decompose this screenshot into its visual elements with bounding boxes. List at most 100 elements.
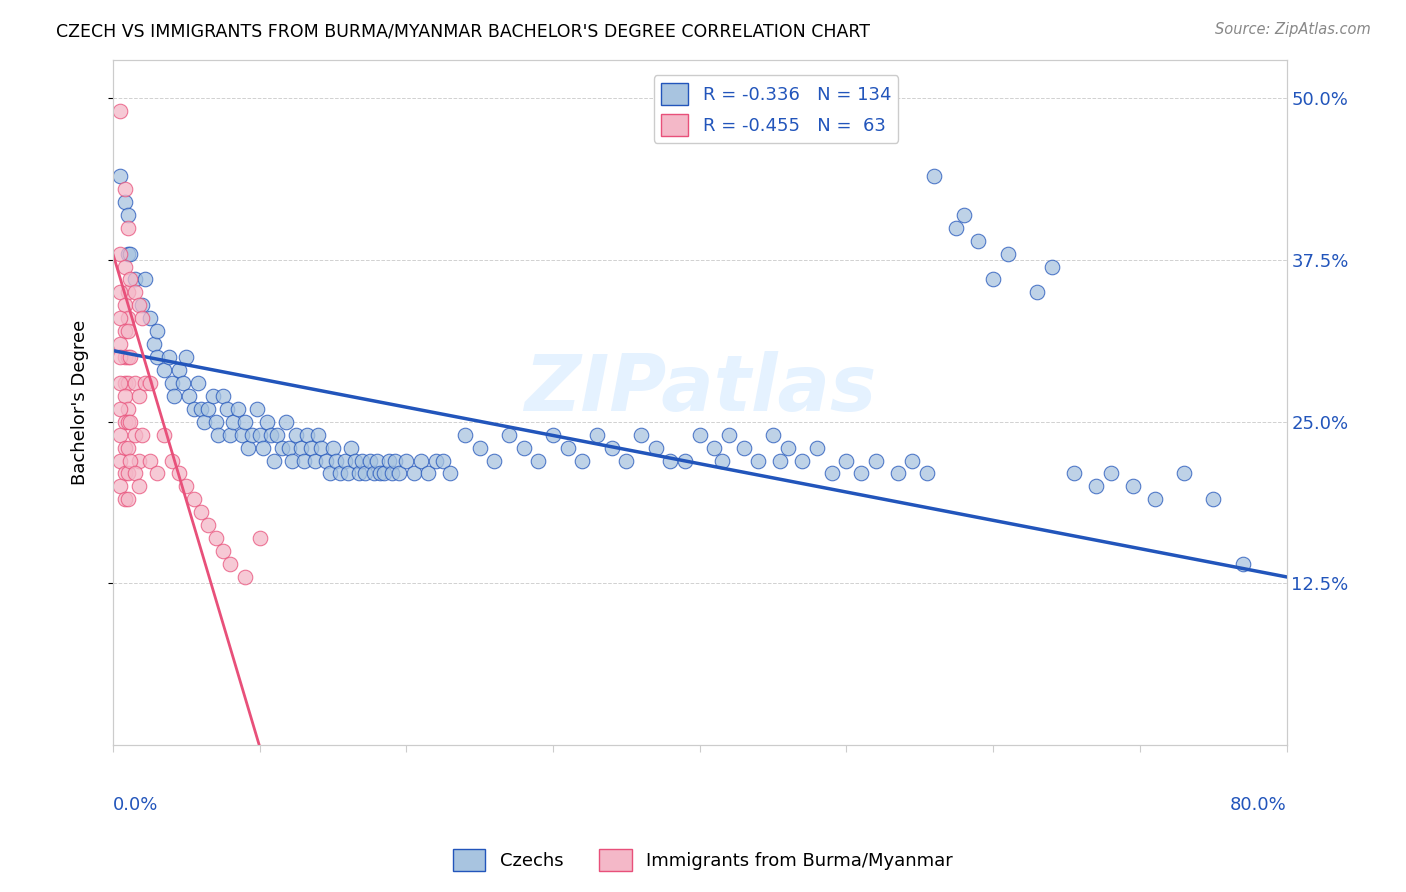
Immigrants from Burma/Myanmar <box>114 389 136 403</box>
Immigrants from Burma/Myanmar <box>108 376 131 390</box>
Czechs <box>352 453 374 467</box>
Immigrants from Burma/Myanmar <box>249 531 271 545</box>
Czechs <box>454 427 477 442</box>
Czechs <box>1202 492 1225 507</box>
Immigrants from Burma/Myanmar <box>108 337 131 351</box>
Czechs <box>762 427 785 442</box>
Czechs <box>498 427 520 442</box>
Czechs <box>295 427 318 442</box>
Text: 0.0%: 0.0% <box>112 797 159 814</box>
Immigrants from Burma/Myanmar <box>138 376 160 390</box>
Czechs <box>484 453 506 467</box>
Czechs <box>274 415 297 429</box>
Czechs <box>120 246 142 260</box>
Czechs <box>134 272 156 286</box>
Czechs <box>142 337 165 351</box>
Czechs <box>193 415 215 429</box>
Immigrants from Burma/Myanmar <box>114 492 136 507</box>
Immigrants from Burma/Myanmar <box>117 467 139 481</box>
Czechs <box>718 427 741 442</box>
Czechs <box>233 415 256 429</box>
Czechs <box>1040 260 1063 274</box>
Czechs <box>266 427 288 442</box>
Czechs <box>792 453 814 467</box>
Immigrants from Burma/Myanmar <box>174 479 197 493</box>
Immigrants from Burma/Myanmar <box>183 492 205 507</box>
Czechs <box>336 467 359 481</box>
Czechs <box>201 389 224 403</box>
Immigrants from Burma/Myanmar <box>117 401 139 416</box>
Czechs <box>659 453 682 467</box>
Czechs <box>1084 479 1107 493</box>
Czechs <box>204 415 226 429</box>
Czechs <box>981 272 1004 286</box>
Czechs <box>703 441 725 455</box>
Immigrants from Burma/Myanmar <box>219 557 242 571</box>
Czechs <box>924 169 946 183</box>
Czechs <box>600 441 623 455</box>
Czechs <box>319 467 342 481</box>
Immigrants from Burma/Myanmar <box>117 324 139 338</box>
Czechs <box>315 453 337 467</box>
Czechs <box>343 453 366 467</box>
Immigrants from Burma/Myanmar <box>114 350 136 364</box>
Czechs <box>915 467 938 481</box>
Czechs <box>124 272 146 286</box>
Immigrants from Burma/Myanmar <box>114 415 136 429</box>
Immigrants from Burma/Myanmar <box>160 453 183 467</box>
Czechs <box>212 389 235 403</box>
Immigrants from Burma/Myanmar <box>114 182 136 196</box>
Czechs <box>1063 467 1085 481</box>
Czechs <box>1099 467 1122 481</box>
Immigrants from Burma/Myanmar <box>117 285 139 300</box>
Czechs <box>388 467 411 481</box>
Czechs <box>231 427 253 442</box>
Immigrants from Burma/Myanmar <box>108 479 131 493</box>
Immigrants from Burma/Myanmar <box>108 453 131 467</box>
Legend: R = -0.336   N = 134, R = -0.455   N =  63: R = -0.336 N = 134, R = -0.455 N = 63 <box>654 76 898 143</box>
Czechs <box>179 389 201 403</box>
Czechs <box>373 467 395 481</box>
Czechs <box>571 453 593 467</box>
Czechs <box>281 453 304 467</box>
Czechs <box>363 467 385 481</box>
Czechs <box>277 441 299 455</box>
Czechs <box>325 453 347 467</box>
Czechs <box>329 467 352 481</box>
Czechs <box>256 415 278 429</box>
Czechs <box>153 363 176 377</box>
Czechs <box>527 453 550 467</box>
Czechs <box>439 467 461 481</box>
Czechs <box>290 441 312 455</box>
Czechs <box>260 427 283 442</box>
Czechs <box>163 389 186 403</box>
Czechs <box>146 324 169 338</box>
Immigrants from Burma/Myanmar <box>124 427 146 442</box>
Czechs <box>160 376 183 390</box>
Immigrants from Burma/Myanmar <box>204 531 226 545</box>
Immigrants from Burma/Myanmar <box>128 479 150 493</box>
Czechs <box>1232 557 1254 571</box>
Immigrants from Burma/Myanmar <box>131 311 153 326</box>
Czechs <box>339 441 361 455</box>
Immigrants from Burma/Myanmar <box>114 376 136 390</box>
Immigrants from Burma/Myanmar <box>117 415 139 429</box>
Czechs <box>304 453 326 467</box>
Czechs <box>673 453 696 467</box>
Czechs <box>865 453 887 467</box>
Czechs <box>219 427 242 442</box>
Immigrants from Burma/Myanmar <box>134 376 156 390</box>
Immigrants from Burma/Myanmar <box>108 401 131 416</box>
Czechs <box>630 427 652 442</box>
Czechs <box>776 441 799 455</box>
Immigrants from Burma/Myanmar <box>108 246 131 260</box>
Czechs <box>821 467 844 481</box>
Czechs <box>249 427 271 442</box>
Czechs <box>146 350 169 364</box>
Czechs <box>217 401 239 416</box>
Immigrants from Burma/Myanmar <box>128 453 150 467</box>
Czechs <box>395 453 418 467</box>
Czechs <box>157 350 180 364</box>
Legend: Czechs, Immigrants from Burma/Myanmar: Czechs, Immigrants from Burma/Myanmar <box>446 842 960 879</box>
Czechs <box>689 427 711 442</box>
